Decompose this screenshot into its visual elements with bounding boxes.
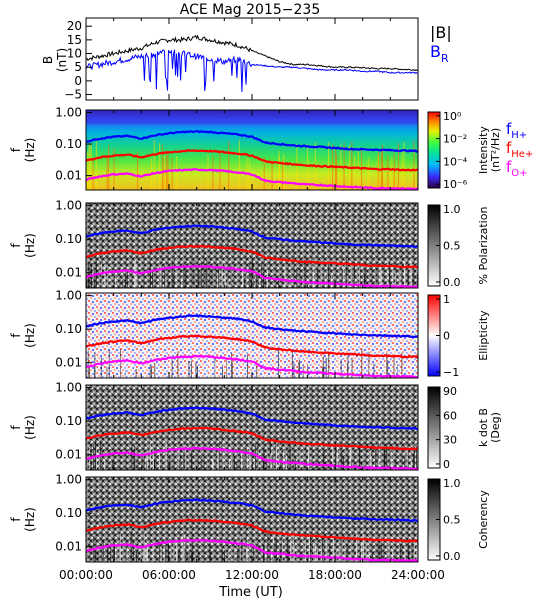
- gyrofrequency-line-hplus: [85, 224, 419, 249]
- legend-entry-oplus: fO+: [506, 158, 528, 179]
- x-tick-label: 06:00:00: [142, 568, 196, 582]
- series-line-b-magnitude: [85, 34, 419, 72]
- x-axis: 00:00:00 06:00:00 12:00:00 18:00:00 24:00:00: [59, 18, 445, 582]
- x-tick-label: 00:00:00: [59, 568, 113, 582]
- colorbar-tick-label: 0.0: [443, 276, 461, 289]
- colorbar-label: Ellipticity: [477, 310, 490, 361]
- y-axis-unit: (Hz): [23, 138, 37, 163]
- y-tick-label: 0.10: [55, 322, 82, 336]
- y-tick-label: 0.01: [55, 356, 82, 370]
- panel-coherency: 1.00 0.10 0.01 f (Hz) 1.0 0.5 0.0 Coherency: [9, 473, 490, 563]
- y-tick-label: −5: [64, 88, 82, 102]
- colorbar: [427, 386, 441, 469]
- y-axis-unit: (Hz): [23, 507, 37, 532]
- colorbar-tick-label: 10⁻²: [443, 133, 467, 146]
- colorbar-tick-label: 60: [443, 409, 457, 422]
- gyrofrequency-line-heplus: [85, 149, 419, 172]
- colorbar-unit: (nT²/Hz): [489, 128, 502, 172]
- y-axis-label: B: [41, 56, 55, 64]
- gyrofrequency-line-heplus: [85, 518, 419, 543]
- y-tick-label: 0.10: [55, 414, 82, 428]
- y-tick-label: 0.10: [55, 506, 82, 520]
- y-tick-label: 0.10: [55, 232, 82, 246]
- colorbar-label: Intensity: [477, 126, 490, 174]
- gyrofrequency-line-hplus: [85, 129, 419, 153]
- x-axis-label: Time (UT): [218, 585, 283, 600]
- colorbar-tick-label: 0.5: [443, 240, 461, 253]
- colorbar-tick-label: 10⁻⁴: [443, 155, 468, 168]
- y-tick-label: 0.01: [55, 169, 82, 183]
- colorbar-tick-label: 1.0: [443, 203, 461, 216]
- legend-entry-b-magnitude: |B|: [430, 23, 452, 42]
- y-tick-label: 5: [74, 60, 82, 74]
- x-tick-label: 12:00:00: [225, 568, 279, 582]
- colorbar-label: % Polarization: [477, 207, 490, 285]
- y-tick-label: 0.01: [55, 266, 82, 280]
- y-axis-unit: (Hz): [23, 233, 37, 258]
- y-tick-label: 20: [67, 19, 82, 33]
- colorbar-tick-label: 30: [443, 434, 457, 447]
- x-tick-label: 24:00:00: [391, 568, 445, 582]
- colorbar-tick-label: 10⁰: [443, 110, 462, 123]
- y-axis-label: f: [9, 517, 23, 522]
- colorbar-label: Coherency: [477, 490, 490, 549]
- y-tick-label: 1.00: [55, 289, 82, 303]
- gyrofrequency-line-heplus: [85, 426, 419, 451]
- colorbar: [427, 111, 441, 189]
- y-axis-unit: (nT): [55, 48, 69, 72]
- colorbar-tick-label: 1: [443, 293, 450, 306]
- y-axis-unit: (Hz): [23, 415, 37, 440]
- colorbar-tick-label: 10⁻⁶: [443, 178, 468, 191]
- legend-subscript: O+: [511, 168, 527, 179]
- legend-subscript: H+: [511, 130, 527, 141]
- y-axis-label: f: [9, 425, 23, 430]
- y-tick-label: 0.01: [55, 448, 82, 462]
- y-axis-label: f: [9, 333, 23, 338]
- colorbar-tick-label: 0: [443, 330, 450, 343]
- y-axis-label: f: [9, 243, 23, 248]
- y-tick-label: 0.01: [55, 540, 82, 554]
- y-axis-unit: (Hz): [23, 323, 37, 348]
- colorbar-tick-label: 0.0: [443, 550, 461, 563]
- y-axis-label: f: [9, 147, 23, 152]
- legend-entry-heplus: fHe+: [506, 139, 533, 160]
- panel-ellipticity: 1.00 0.10 0.01 f (Hz) 1 0 −1 Ellipticity: [9, 289, 490, 379]
- y-tick-label: 10: [67, 47, 82, 61]
- y-tick-label: 1.00: [55, 199, 82, 213]
- legend-subscript: He+: [511, 149, 533, 160]
- colorbar-unit: (Deg): [489, 412, 502, 443]
- colorbar-tick-label: 0: [443, 458, 450, 471]
- gyrofrequency-line-hplus: [85, 498, 419, 523]
- panel-kdotb: 1.00 0.10 0.01 f (Hz) 90 60 30 0 k dot B (Deg): [9, 381, 502, 471]
- gyrofrequency-line-hplus: [85, 314, 419, 339]
- colorbar-tick-label: 1.0: [443, 477, 461, 490]
- y-tick-label: 0.10: [55, 137, 82, 151]
- y-tick-label: 1.00: [55, 381, 82, 395]
- y-tick-label: 0: [74, 74, 82, 88]
- colorbar-label: k dot B: [477, 408, 490, 447]
- legend-entry-hplus: fH+: [506, 120, 527, 141]
- gyrofrequency-line-heplus: [85, 334, 419, 359]
- y-tick-label: 15: [67, 33, 82, 47]
- legend-subscript: R: [441, 52, 449, 65]
- x-tick-label: 18:00:00: [308, 568, 362, 582]
- colorbar-tick-label: 90: [443, 385, 457, 398]
- gyrofrequency-line-heplus: [85, 244, 419, 269]
- colorbar-tick-label: −1: [443, 366, 459, 379]
- panel-intensity: 1.00 0.10 0.01 f (Hz) 10⁰ 10⁻² 10⁻⁴ 10⁻⁶ Intensit…: [9, 105, 533, 191]
- legend-entry-b-r: BR: [430, 42, 449, 65]
- gyrofrequency-line-hplus: [85, 406, 419, 431]
- figure-title: ACE Mag 2015−235: [180, 2, 320, 18]
- colorbar-tick-label: 0.5: [443, 514, 461, 527]
- series-line-b-r: [85, 49, 419, 92]
- y-tick-label: 1.00: [55, 473, 82, 487]
- panel-polarization: 1.00 0.10 0.01 f (Hz) 1.0 0.5 0.0 % Polarization: [9, 199, 490, 289]
- field-plot-area: [86, 18, 418, 100]
- y-tick-label: 1.00: [55, 105, 82, 119]
